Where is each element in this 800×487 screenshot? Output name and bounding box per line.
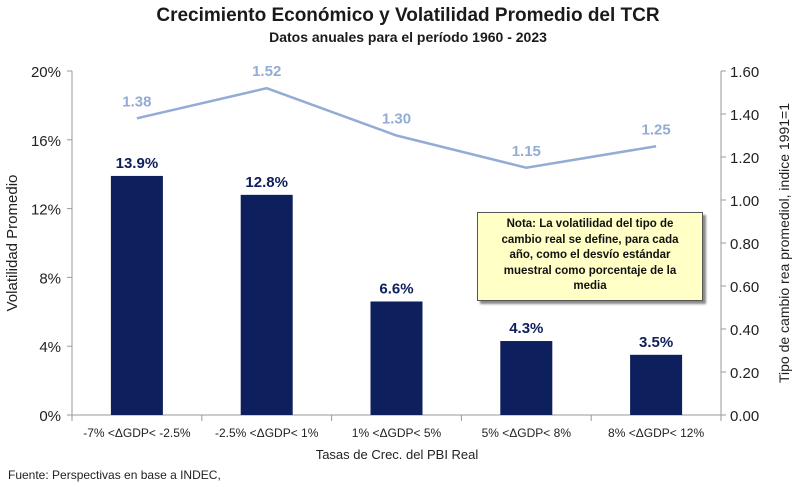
line-series-tcr — [136, 86, 657, 170]
x-tick-label: -2.5% <ΔGDP< 1% — [215, 426, 319, 440]
y-tick-label-right: 0.60 — [730, 279, 759, 296]
bar-volatilidad — [370, 301, 423, 415]
source-note: Fuente: Perspectivas en base a INDEC, — [8, 468, 221, 482]
y-tick-label-right: 1.00 — [730, 193, 759, 210]
note-line: cambio real se define, para cada — [501, 233, 679, 246]
chart-title: Crecimiento Económico y Volatilidad Prom… — [156, 5, 660, 26]
y-tick-label-right: 0.80 — [730, 236, 759, 253]
x-tick-label: 8% <ΔGDP< 12% — [608, 426, 704, 440]
bar-data-label: 12.8% — [245, 174, 288, 191]
y-tick-label-left: 12% — [31, 202, 61, 219]
line-data-label: 1.15 — [512, 143, 541, 160]
y-tick-label-left: 0% — [39, 408, 61, 425]
y-tick-label-right: 1.60 — [730, 64, 759, 81]
bar-volatilidad — [240, 194, 293, 415]
note-line: media — [573, 280, 607, 292]
x-tick-label: 1% <ΔGDP< 5% — [352, 426, 442, 440]
y-axis-label-right: Tipo de cambio rea promediol, indice 199… — [776, 103, 792, 383]
y-tick-label-right: 0.40 — [730, 322, 759, 339]
bar-data-label: 13.9% — [116, 155, 159, 172]
note-box: Nota: La volatilidad del tipo de cambio … — [477, 212, 703, 301]
note-line: Nota: La volatilidad del tipo de — [506, 218, 674, 230]
bar-data-label: 4.3% — [509, 320, 543, 337]
x-tick-label: -7% <ΔGDP< -2.5% — [83, 426, 191, 440]
bar-data-label: 3.5% — [639, 334, 673, 351]
x-axis-label: Tasas de Crec. del PBI Real — [316, 447, 479, 462]
y-axis-label-left: Volatilidad Promedio — [4, 175, 21, 312]
bar-volatilidad — [500, 341, 553, 415]
note-line: año, como el desvío estándar — [509, 249, 671, 261]
note-line: muestral como porcentaje de la — [503, 264, 677, 277]
line-data-label: 1.52 — [252, 63, 281, 80]
y-tick-label-right: 1.20 — [730, 150, 759, 167]
bar-volatilidad — [630, 354, 683, 415]
bar-data-label: 6.6% — [379, 280, 413, 297]
y-tick-label-left: 8% — [39, 270, 61, 287]
bar-volatilidad — [110, 175, 163, 415]
y-tick-label-left: 4% — [39, 339, 61, 356]
y-tick-label-right: 0.20 — [730, 365, 759, 382]
line-data-label: 1.30 — [382, 111, 411, 128]
y-tick-label-left: 16% — [31, 133, 61, 150]
y-tick-label-right: 1.40 — [730, 107, 759, 124]
y-tick-label-left: 20% — [31, 64, 61, 81]
y-tick-label-right: 0.00 — [730, 408, 759, 425]
chart-subtitle: Datos anuales para el período 1960 - 202… — [269, 29, 547, 45]
line-data-label: 1.38 — [122, 93, 151, 110]
x-tick-label: 5% <ΔGDP< 8% — [482, 426, 572, 440]
line-data-label: 1.25 — [641, 121, 670, 138]
